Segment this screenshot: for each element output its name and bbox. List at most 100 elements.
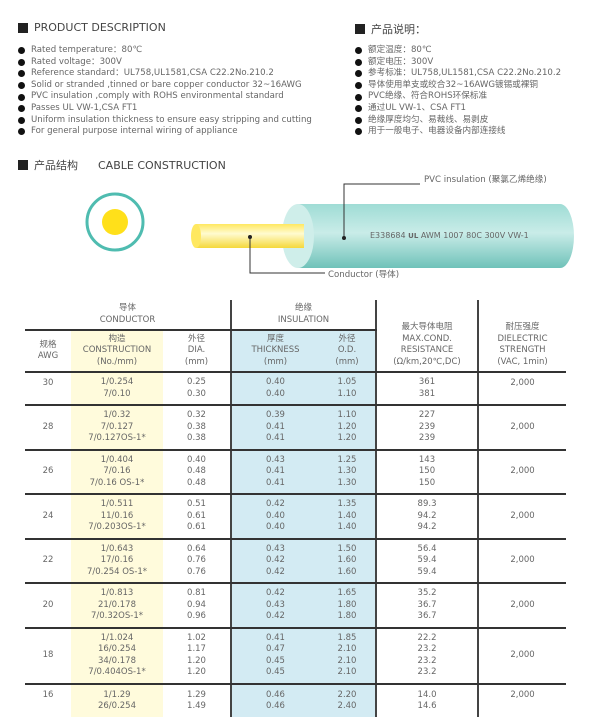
cell-dia: 0.32 0.38 0.38 <box>163 405 231 451</box>
cell-thickness: 0.43 0.41 0.41 <box>230 449 319 495</box>
cell-od: 2.20 2.40 <box>319 683 377 717</box>
product-description-title: PRODUCT DESCRIPTION <box>18 21 166 34</box>
cell-thickness: 0.40 0.40 <box>230 372 319 406</box>
cell-od: 1.35 1.40 1.40 <box>319 494 377 540</box>
cell-thickness: 0.42 0.40 0.40 <box>230 494 319 540</box>
title-text: PRODUCT DESCRIPTION <box>34 21 166 34</box>
table-row: 18 1/1.024 16/0.254 34/0.178 7/0.404OS-1*… <box>25 627 567 685</box>
cell-thickness: 0.46 0.46 <box>230 683 319 717</box>
cell-od: 1.50 1.60 1.60 <box>319 538 377 584</box>
cable-construction-title: 产品结构 CABLE CONSTRUCTION <box>18 157 226 173</box>
cell-dielectric: 2,000 <box>477 683 567 717</box>
square-bullet-icon <box>355 24 365 34</box>
cell-od: 1.65 1.80 1.80 <box>319 583 377 629</box>
cell-dia: 0.51 0.61 0.61 <box>163 494 231 540</box>
specification-table: 导体 CONDUCTOR 绝缘 INSULATION 最大导体电阻 MAX.CO… <box>25 300 567 717</box>
cell-construction: 1/0.813 21/0.178 7/0.32OS-1* <box>71 583 163 629</box>
cell-thickness: 0.42 0.43 0.42 <box>230 583 319 629</box>
table-row: 30 1/0.254 7/0.10 0.25 0.30 0.40 0.40 1.05 1… <box>25 372 567 406</box>
cell-construction: 1/1.024 16/0.254 34/0.178 7/0.404OS-1* <box>71 627 163 685</box>
insulation-body <box>298 204 574 268</box>
header-construction: 构造 CONSTRUCTION (No./mm) <box>71 330 163 373</box>
cell-dia: 0.64 0.76 0.76 <box>163 538 231 584</box>
cell-dia: 1.02 1.17 1.20 1.20 <box>163 627 231 685</box>
cell-awg: 22 <box>25 538 71 584</box>
cell-awg: 26 <box>25 449 71 495</box>
cell-od: 1.10 1.20 1.20 <box>319 405 377 451</box>
description-item: Passes UL VW-1,CSA FT1 <box>18 103 312 115</box>
cell-dielectric: 2,000 <box>477 449 567 495</box>
group-conductor: 导体 CONDUCTOR <box>25 300 231 331</box>
cell-resistance: 22.2 23.2 23.2 23.2 <box>375 627 479 685</box>
cell-dielectric: 2,000 <box>477 494 567 540</box>
cell-dia: 0.25 0.30 <box>163 372 231 406</box>
cell-awg: 16 <box>42 689 54 700</box>
description-item: PVC绝缘、符合ROHS环保标准 <box>355 91 561 103</box>
print-code: E338684 <box>370 231 406 240</box>
cell-awg: 30 <box>25 372 71 406</box>
header-resistance: 最大导体电阻 MAX.COND. RESISTANCE (Ω/km,20℃,DC… <box>375 300 479 373</box>
cell-resistance: 56.4 59.4 59.4 <box>375 538 479 584</box>
conductor-label: Conductor (导体) <box>328 270 400 280</box>
table-row: 16 1/1.29 26/0.254 1.29 1.49 0.46 0.46 2.20 … <box>25 683 567 717</box>
description-item: Solid or stranded ,tinned or bare copper… <box>18 80 312 92</box>
cell-construction: 1/0.643 17/0.16 7/0.254 OS-1* <box>71 538 163 584</box>
description-item: Rated voltage：300V <box>18 57 312 69</box>
cell-resistance: 35.2 36.7 36.7 <box>375 583 479 629</box>
title-text: 产品说明： <box>371 23 426 36</box>
title-en: CABLE CONSTRUCTION <box>98 158 226 172</box>
cell-dielectric: 2,000 <box>477 627 567 685</box>
cell-construction: 1/0.511 11/0.16 7/0.203OS-1* <box>71 494 163 540</box>
square-bullet-icon <box>18 22 28 33</box>
print-spec: AWM 1007 80C 300V VW-1 <box>420 231 529 240</box>
description-item: 绝缘厚度均匀、易裁线、易剥皮 <box>355 115 561 127</box>
cell-thickness: 0.39 0.41 0.41 <box>230 405 319 451</box>
cross-section-conductor <box>102 209 128 235</box>
cell-dia: 0.40 0.48 0.48 <box>163 449 231 495</box>
description-item: Uniform insulation thickness to ensure e… <box>18 115 312 127</box>
description-item: 额定电压：300V <box>355 57 561 69</box>
description-item: Rated temperature：80℃ <box>18 45 312 57</box>
description-list-cn: 额定温度：80℃ 额定电压：300V 参考标准：UL758,UL1581,CSA C… <box>355 45 561 138</box>
cell-od: 1.25 1.30 1.30 <box>319 449 377 495</box>
header-od: 外径 O.D. (mm) <box>319 330 377 373</box>
header-dia: 外径 DIA. (mm) <box>163 330 231 373</box>
cell-dielectric: 2,000 <box>477 583 567 629</box>
description-item: 用于一般电子、电器设备内部连接线 <box>355 126 561 138</box>
cable-diagram <box>85 183 574 274</box>
description-item: 额定温度：80℃ <box>355 45 561 57</box>
description-item: PVC insulation ,comply with ROHS environ… <box>18 91 312 103</box>
cell-thickness: 0.43 0.42 0.42 <box>230 538 319 584</box>
cell-resistance: 143 150 150 <box>375 449 479 495</box>
table-row: 28 1/0.32 7/0.127 7/0.127OS-1* 0.32 0.38 0… <box>25 405 567 451</box>
product-description-cn-title: 产品说明： <box>355 21 426 37</box>
table-row: 20 1/0.813 21/0.178 7/0.32OS-1* 0.81 0.94 … <box>25 583 567 629</box>
cell-resistance: 361 381 <box>375 372 479 406</box>
cell-construction: 1/0.254 7/0.10 <box>71 372 163 406</box>
cell-awg: 18 <box>25 627 71 685</box>
description-item: 通过UL VW-1、CSA FT1 <box>355 103 561 115</box>
cell-construction: 1/0.404 7/0.16 7/0.16 OS-1* <box>71 449 163 495</box>
table-row: 26 1/0.404 7/0.16 7/0.16 OS-1* 0.40 0.48 0… <box>25 449 567 495</box>
description-item: Reference standard：UL758,UL1581,CSA C22.… <box>18 68 312 80</box>
cell-awg: 20 <box>25 583 71 629</box>
cell-construction: 1/0.32 7/0.127 7/0.127OS-1* <box>71 405 163 451</box>
cell-od: 1.05 1.10 <box>319 372 377 406</box>
description-item: For general purpose internal wiring of a… <box>18 126 312 138</box>
description-item: 参考标准：UL758,UL1581,CSA C22.2No.210.2 <box>355 68 561 80</box>
table-row: 22 1/0.643 17/0.16 7/0.254 OS-1* 0.64 0.76… <box>25 538 567 584</box>
cell-dia: 1.29 1.49 <box>187 689 206 712</box>
pvc-insulation-label: PVC insulation (聚氯乙烯绝缘) <box>424 175 547 185</box>
cell-construction: 1/1.29 26/0.254 <box>71 683 163 717</box>
header-awg: 规格 AWG <box>25 330 71 373</box>
description-list-en: Rated temperature：80℃ Rated voltage：300V R… <box>18 45 312 138</box>
cell-dielectric: 2,000 <box>477 372 567 406</box>
description-item: 导体使用单支或绞合32~16AWG镀锡或裸铜 <box>355 80 561 92</box>
group-insulation: 绝缘 INSULATION <box>229 300 377 331</box>
cell-dielectric: 2,000 <box>477 538 567 584</box>
header-dielectric: 耐压强度 DIELECTRIC STRENGTH (VAC, 1min) <box>477 300 567 373</box>
header-thickness: 厚度 THICKNESS (mm) <box>230 330 319 373</box>
cell-awg: 28 <box>25 405 71 451</box>
cell-od: 1.85 2.10 2.10 2.10 <box>319 627 377 685</box>
cell-dia: 0.81 0.94 0.96 <box>163 583 231 629</box>
